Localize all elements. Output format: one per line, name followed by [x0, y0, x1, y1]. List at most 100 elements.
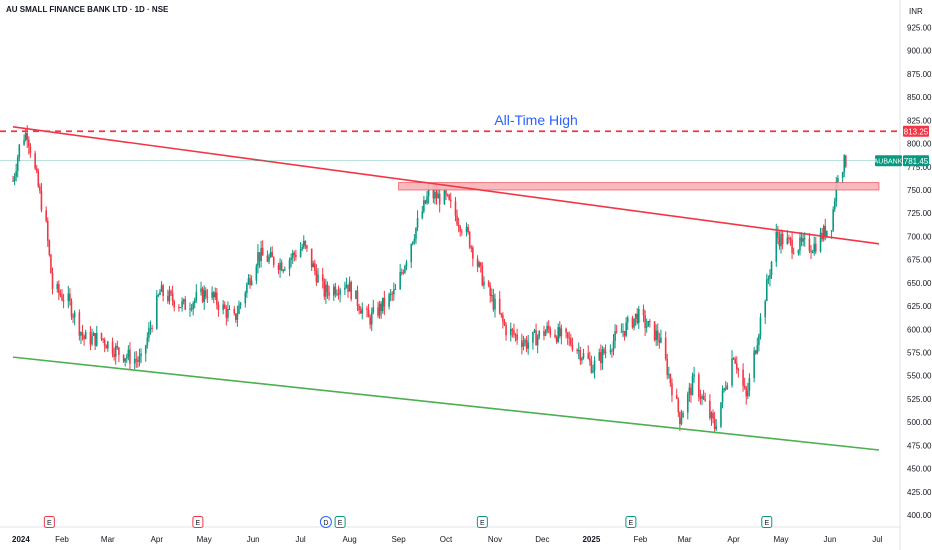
event-marker-d[interactable]: D [319, 516, 332, 528]
candle-body [405, 262, 408, 267]
candle-body [195, 292, 198, 300]
price-tick-label: 550.00 [907, 372, 932, 381]
candle-body [182, 299, 185, 302]
candle-body [614, 331, 616, 341]
event-marker-label: E [764, 520, 769, 527]
time-axis[interactable]: 2024 Feb Mar Apr May Jun Jul Aug Sep Oct Nov Dec 202… [12, 535, 883, 544]
candle-body [366, 308, 368, 310]
candle-body [811, 252, 814, 254]
symbol-badge-label: AUBANK [874, 158, 903, 165]
dividend-marker-icon[interactable] [319, 516, 332, 528]
candle-body [582, 353, 585, 359]
candle-body [837, 177, 839, 182]
event-marker-e[interactable]: E [334, 516, 346, 528]
candle-body [511, 329, 514, 331]
candle-body [113, 353, 115, 357]
candle-body [345, 284, 348, 288]
lower-trendline[interactable] [12, 356, 880, 451]
candle-body [432, 189, 435, 199]
earnings-marker-icon[interactable] [192, 516, 204, 528]
candle-body [468, 232, 471, 248]
time-tick-label: Jul [872, 535, 882, 544]
candle-body [557, 327, 559, 342]
candle-body [826, 230, 828, 237]
candle-body [437, 193, 439, 199]
candle-body [260, 247, 262, 262]
candle-body [189, 308, 191, 310]
candle-body [566, 332, 569, 338]
candle-body [415, 227, 417, 240]
earnings-marker-icon[interactable] [334, 516, 346, 528]
candle-body [664, 337, 667, 359]
time-tick-label: Sep [391, 535, 406, 544]
candle-body [666, 358, 669, 375]
candle-body [389, 293, 392, 295]
resistance-zone[interactable] [398, 182, 880, 191]
candle-body [383, 297, 386, 307]
candle-body [775, 231, 778, 262]
time-tick-label: 2024 [12, 535, 30, 544]
candle-body [487, 281, 490, 286]
candle-body [344, 287, 346, 290]
candle-body [830, 230, 833, 232]
candle-body [721, 390, 724, 403]
earnings-marker-icon[interactable] [625, 516, 637, 528]
candle-body [792, 252, 795, 254]
event-marker-e[interactable]: E [43, 516, 55, 528]
candle-body [70, 301, 73, 317]
candle-body [170, 290, 172, 294]
candle-body [12, 180, 14, 182]
event-marker-e[interactable]: E [625, 516, 637, 528]
candle-body [500, 313, 503, 316]
candle-body [491, 295, 493, 297]
candle-body [358, 305, 360, 311]
all-time-high-annotation[interactable]: All-Time High [494, 112, 578, 128]
price-axis[interactable]: 925.00 900.00 875.00 850.00 825.00 800.00 775.… [907, 23, 932, 520]
candle-body [691, 376, 694, 396]
event-marker-e[interactable]: E [476, 516, 488, 528]
earnings-marker-icon[interactable] [43, 516, 55, 528]
time-tick-label: Aug [342, 535, 356, 544]
candle-body [50, 254, 52, 274]
candle-body [505, 324, 507, 336]
candle-body [214, 292, 217, 298]
candle-body [190, 308, 193, 310]
candle-body [434, 192, 436, 199]
candle-body [310, 248, 313, 268]
candle-body [791, 239, 793, 253]
candle-body [770, 261, 773, 276]
candle-body [151, 327, 153, 329]
upper-trendline[interactable] [12, 126, 880, 245]
candle-body [723, 388, 725, 391]
candle-body [370, 312, 373, 325]
candle-body [720, 402, 722, 427]
candle-body [579, 350, 582, 361]
event-marker-label: E [338, 520, 343, 527]
event-marker-e[interactable]: E [192, 516, 204, 528]
candle-body [560, 328, 563, 337]
candle-body [102, 338, 104, 341]
price-tick-label: 575.00 [907, 348, 932, 357]
candle-body [92, 333, 95, 336]
price-tick-label: 475.00 [907, 441, 932, 450]
candle-body [250, 280, 253, 286]
candle-body [577, 350, 580, 352]
candle-body [843, 155, 846, 173]
candle-body [832, 209, 834, 231]
candle-body [356, 290, 359, 306]
candle-body [144, 345, 147, 354]
earnings-marker-icon[interactable] [761, 516, 773, 528]
candle-body [547, 325, 550, 329]
candle-body [206, 296, 209, 298]
candle-body [675, 395, 678, 399]
price-tick-label: 800.00 [907, 140, 932, 149]
earnings-marker-icon[interactable] [476, 516, 488, 528]
candle-body [280, 262, 283, 271]
candle-body [626, 317, 629, 323]
candle-body [94, 333, 96, 346]
event-marker-e[interactable]: E [761, 516, 773, 528]
candle-body [67, 293, 70, 302]
candle-body [412, 241, 414, 245]
